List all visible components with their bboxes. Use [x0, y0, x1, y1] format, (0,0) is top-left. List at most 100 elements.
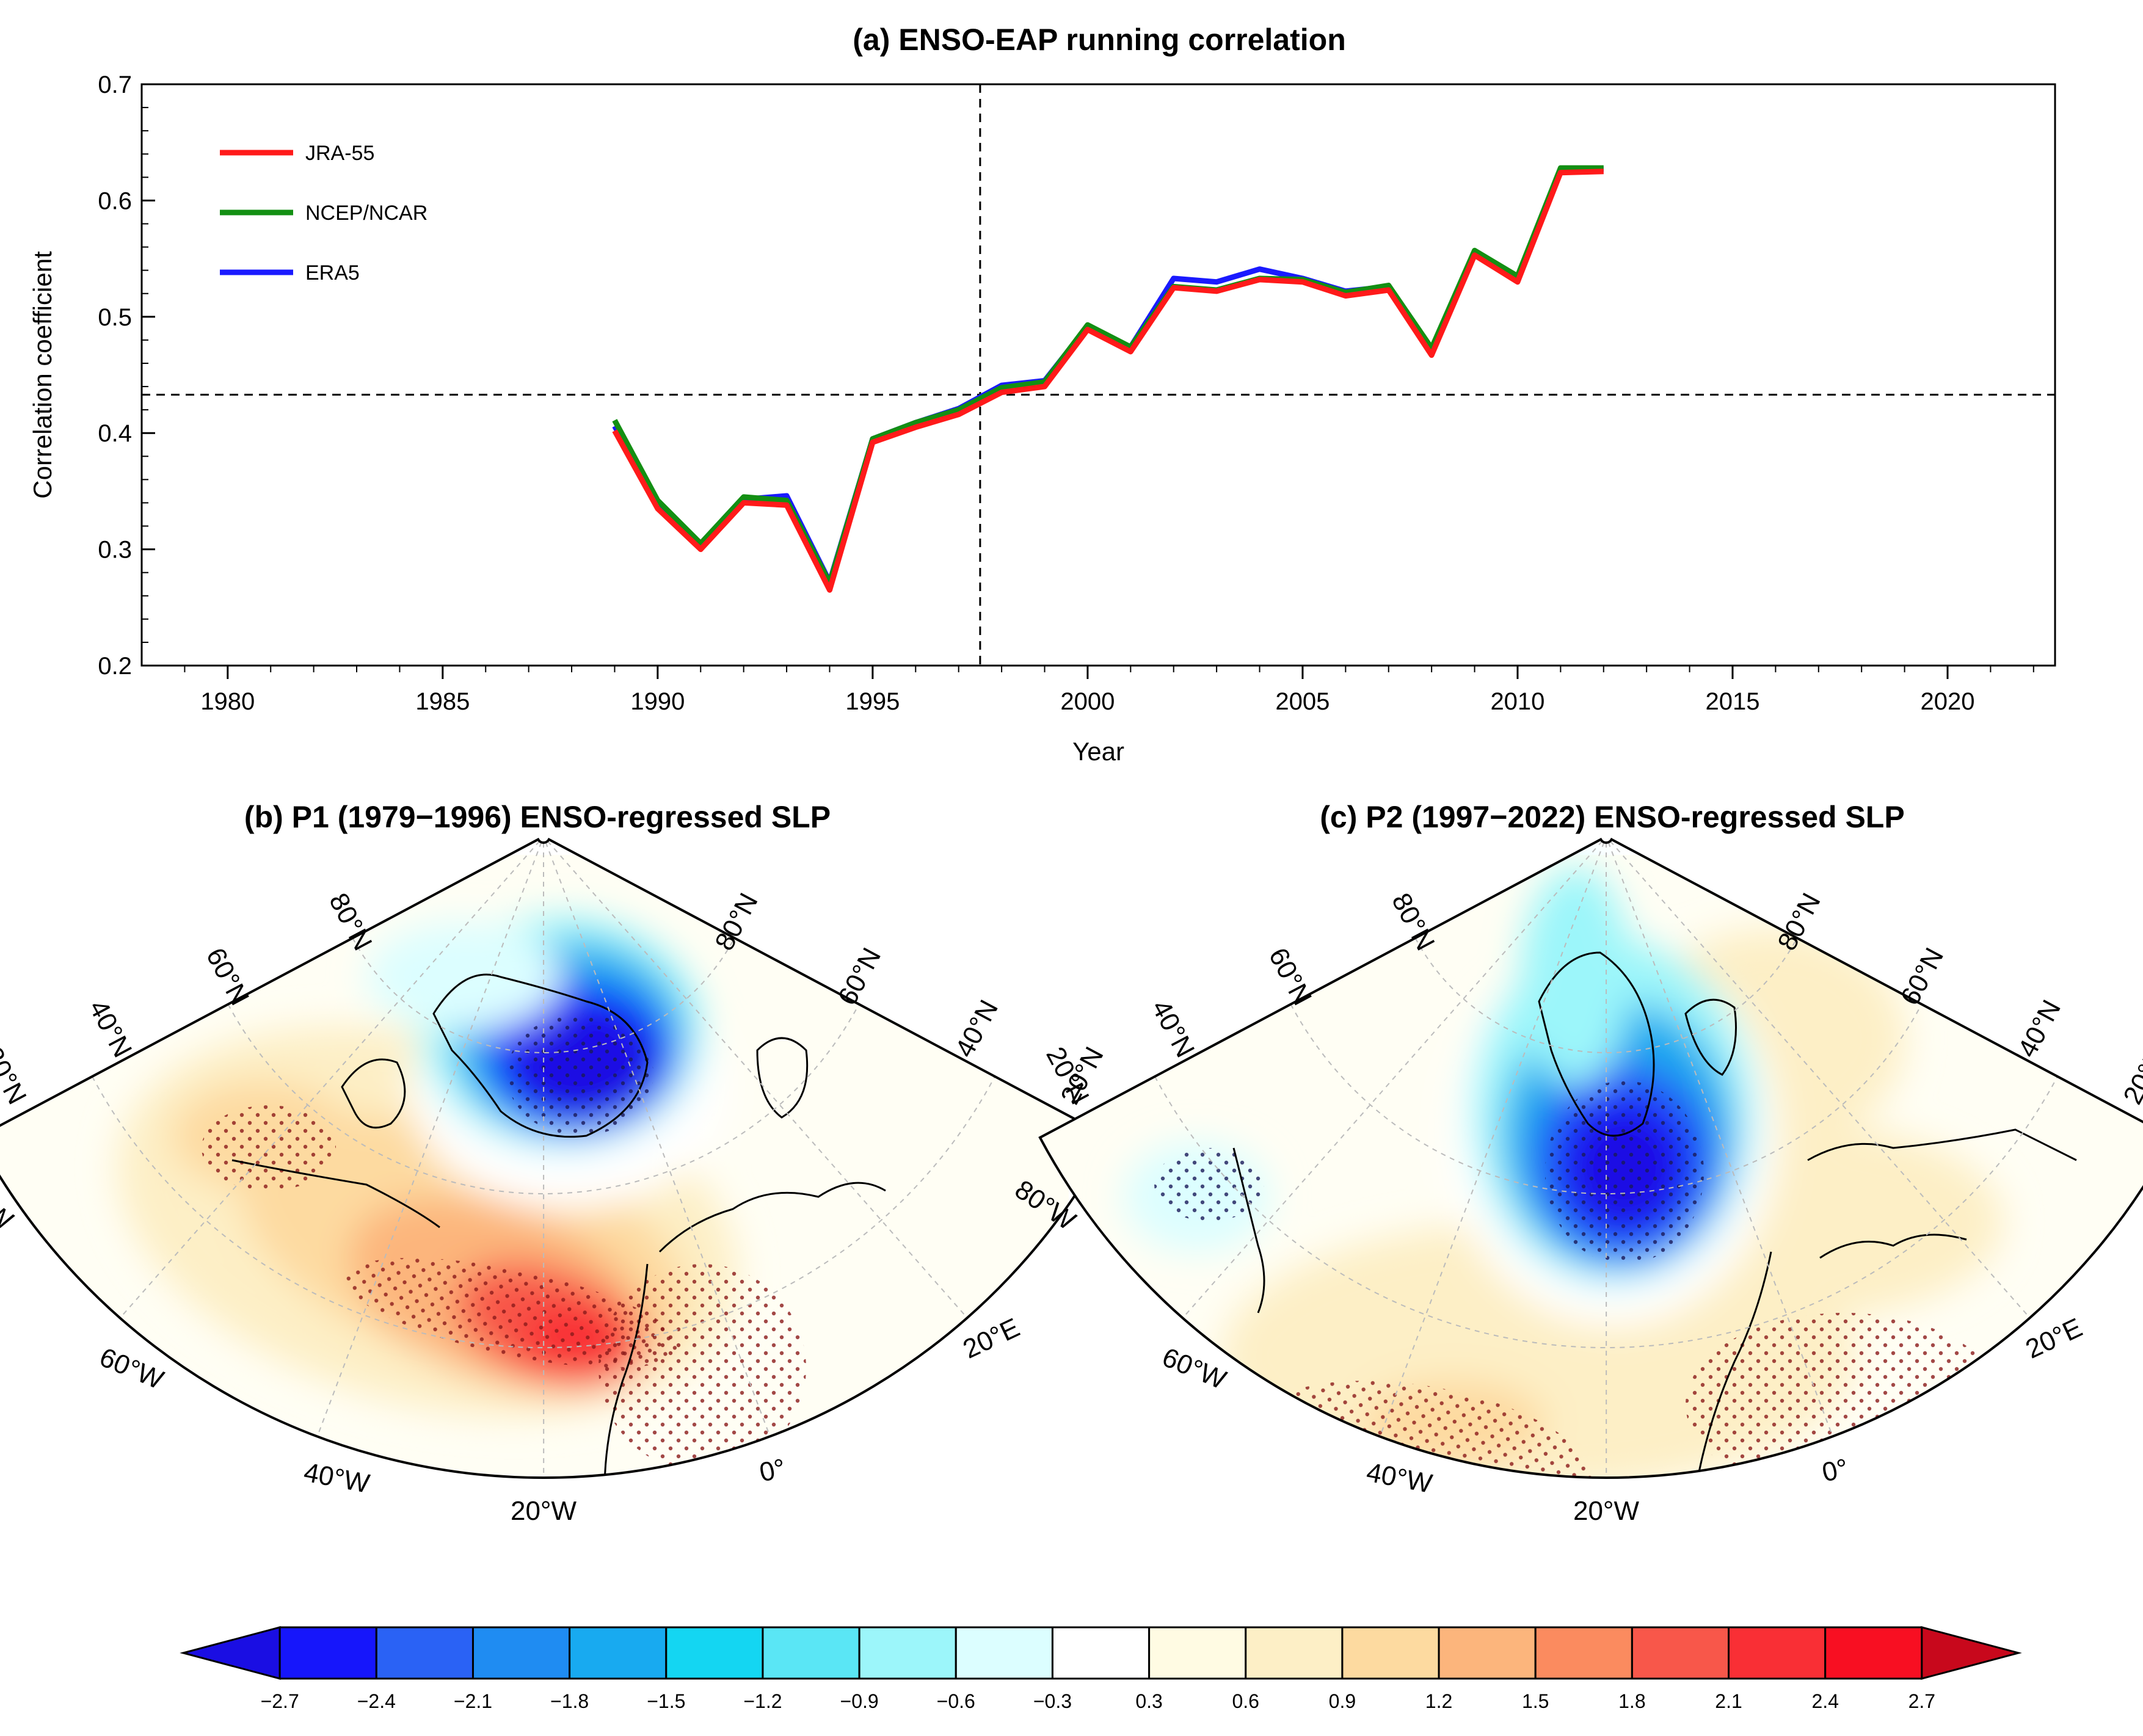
- latitude-gridline: [1154, 1076, 2058, 1349]
- series-line-jra-55: [612, 169, 1604, 593]
- x-tick-label: 1995: [845, 688, 900, 715]
- chart-title-a: (a) ENSO-EAP running correlation: [853, 23, 1346, 57]
- colorbar-swatch: [471, 1626, 571, 1680]
- colorbar-label: −2.7: [261, 1690, 299, 1712]
- longitude-gridline: [1607, 842, 1833, 1437]
- colorbar-label: −2.4: [357, 1690, 396, 1712]
- colorbar-max-triangle: [1921, 1626, 2022, 1680]
- colorbar-swatch: [1341, 1626, 1440, 1680]
- latitude-label: 60°N: [200, 943, 255, 1010]
- longitude-gridline: [547, 840, 968, 1318]
- y-tick-label: 0.6: [98, 187, 132, 214]
- x-tick-label: 1985: [415, 688, 470, 715]
- longitude-label: 0°: [757, 1453, 788, 1488]
- latitude-label: 80°N: [323, 888, 377, 956]
- x-axis-label: Year: [1072, 737, 1124, 766]
- longitude-gridline: [316, 842, 542, 1437]
- series-line-ncep-ncar: [612, 165, 1604, 586]
- panel-b-map: (b) P1 (1979−1996) ENSO-regressed SLP: [0, 800, 1112, 1526]
- colorbar-swatch: [1148, 1626, 1247, 1680]
- longitude-label: 20°W: [1573, 1496, 1640, 1526]
- latitude-label: 80°N: [1386, 888, 1440, 956]
- colorbar-swatch: [375, 1626, 474, 1680]
- colorbar-label: 2.4: [1811, 1690, 1838, 1712]
- latitude-label: 40°N: [2012, 995, 2067, 1062]
- colorbar-swatch: [665, 1626, 764, 1680]
- colorbar-swatch: [1824, 1626, 1923, 1680]
- y-tick-label: 0.4: [98, 420, 132, 447]
- colorbar-label: 2.7: [1908, 1690, 1935, 1712]
- longitude-gridline: [1182, 840, 1603, 1319]
- colorbar-swatch: [1728, 1626, 1827, 1680]
- latitude-label: 80°N: [709, 888, 763, 956]
- latitude-label: 20°N: [0, 1042, 32, 1110]
- y-tick-label: 0.5: [98, 304, 132, 331]
- colorbar-swatch: [569, 1626, 668, 1680]
- panel-a-line-chart: (a) ENSO-EAP running correlation 0.20.30…: [28, 23, 2056, 766]
- map-title-c: (c) P2 (1997−2022) ENSO-regressed SLP: [1320, 800, 1904, 834]
- latitude-label: 60°N: [1895, 943, 1949, 1010]
- latitude-label: 20°N: [2117, 1042, 2143, 1110]
- colorbar-swatch: [278, 1626, 377, 1680]
- latitude-label: 40°N: [83, 995, 137, 1062]
- longitude-label: 40°W: [1364, 1457, 1435, 1498]
- legend: JRA-55 NCEP/NCAR ERA5: [220, 142, 428, 285]
- panel-c-map: (c) P2 (1997−2022) ENSO-regressed SLP: [1010, 800, 2143, 1526]
- latitude-gridline: [92, 1076, 995, 1349]
- colorbar-label: 0.9: [1329, 1690, 1356, 1712]
- colorbar-label: 1.5: [1522, 1690, 1549, 1712]
- longitude-gridline: [119, 840, 540, 1319]
- legend-label: ERA5: [305, 261, 360, 285]
- y-tick-label: 0.3: [98, 537, 132, 564]
- colorbar-swatch: [1245, 1626, 1344, 1680]
- longitude-label: 0°: [1819, 1453, 1850, 1488]
- y-axis-ticks: 0.2 0.3 0.4 0.5 0.6 0.7: [98, 71, 155, 680]
- colorbar-swatch: [1051, 1626, 1151, 1680]
- x-tick-label: 2005: [1275, 688, 1330, 715]
- plot-frame: [140, 83, 2056, 667]
- colorbar-label: 1.8: [1618, 1690, 1645, 1712]
- colorbar-label: −1.2: [743, 1690, 782, 1712]
- latitude-gridline: [1290, 1004, 1923, 1194]
- series-lines: [612, 165, 1604, 593]
- colorbar: −2.7 −2.4 −2.1 −1.8 −1.5 −1.2 −0.9 −0.6 −0.3 0.3 0…: [180, 1626, 2022, 1712]
- latitude-gridline: [227, 1004, 860, 1194]
- colorbar-swatch: [1534, 1626, 1633, 1680]
- colorbar-min-triangle: [180, 1626, 281, 1680]
- x-axis-ticks: 1980 1985 1990 1995 2000 2005 2010 2015 2020: [184, 666, 2034, 715]
- x-tick-label: 1980: [200, 688, 255, 715]
- colorbar-swatch: [858, 1626, 957, 1680]
- colorbar-label: −0.6: [937, 1690, 975, 1712]
- colorbar-label: −0.9: [840, 1690, 879, 1712]
- x-tick-label: 2015: [1705, 688, 1759, 715]
- longitude-gridline: [1379, 842, 1605, 1437]
- x-tick-label: 1990: [630, 688, 685, 715]
- y-tick-label: 0.7: [98, 71, 132, 98]
- longitude-label: 20°E: [2021, 1312, 2087, 1364]
- latitude-gridline: [1414, 937, 1798, 1053]
- latitude-label: 60°N: [1263, 943, 1317, 1010]
- series-line-era5: [612, 166, 1604, 585]
- colorbar-label: −1.8: [550, 1690, 589, 1712]
- colorbar-swatch: [1438, 1626, 1537, 1680]
- longitude-label: 60°W: [1158, 1342, 1231, 1395]
- y-tick-label: 0.2: [98, 653, 132, 680]
- longitude-gridline: [545, 842, 771, 1437]
- x-tick-label: 2020: [1920, 688, 1974, 715]
- longitude-label: 20°E: [958, 1312, 1024, 1364]
- colorbar-label: −1.5: [647, 1690, 685, 1712]
- x-tick-label: 2000: [1060, 688, 1115, 715]
- colorbar-label: 2.1: [1715, 1690, 1742, 1712]
- map-outline-c: [1038, 837, 2143, 1479]
- x-tick-label: 2010: [1490, 688, 1544, 715]
- latitude-label: 40°N: [1146, 995, 1200, 1062]
- latitude-label: 40°N: [950, 995, 1004, 1062]
- longitude-label: 20°W: [511, 1496, 577, 1526]
- colorbar-label: −2.1: [454, 1690, 492, 1712]
- map-title-b: (b) P1 (1979−1996) ENSO-regressed SLP: [244, 800, 831, 834]
- longitude-gridline: [1609, 840, 2031, 1318]
- latitude-label: 60°N: [832, 943, 887, 1010]
- longitude-label: 60°W: [95, 1342, 168, 1395]
- legend-label: NCEP/NCAR: [305, 202, 428, 225]
